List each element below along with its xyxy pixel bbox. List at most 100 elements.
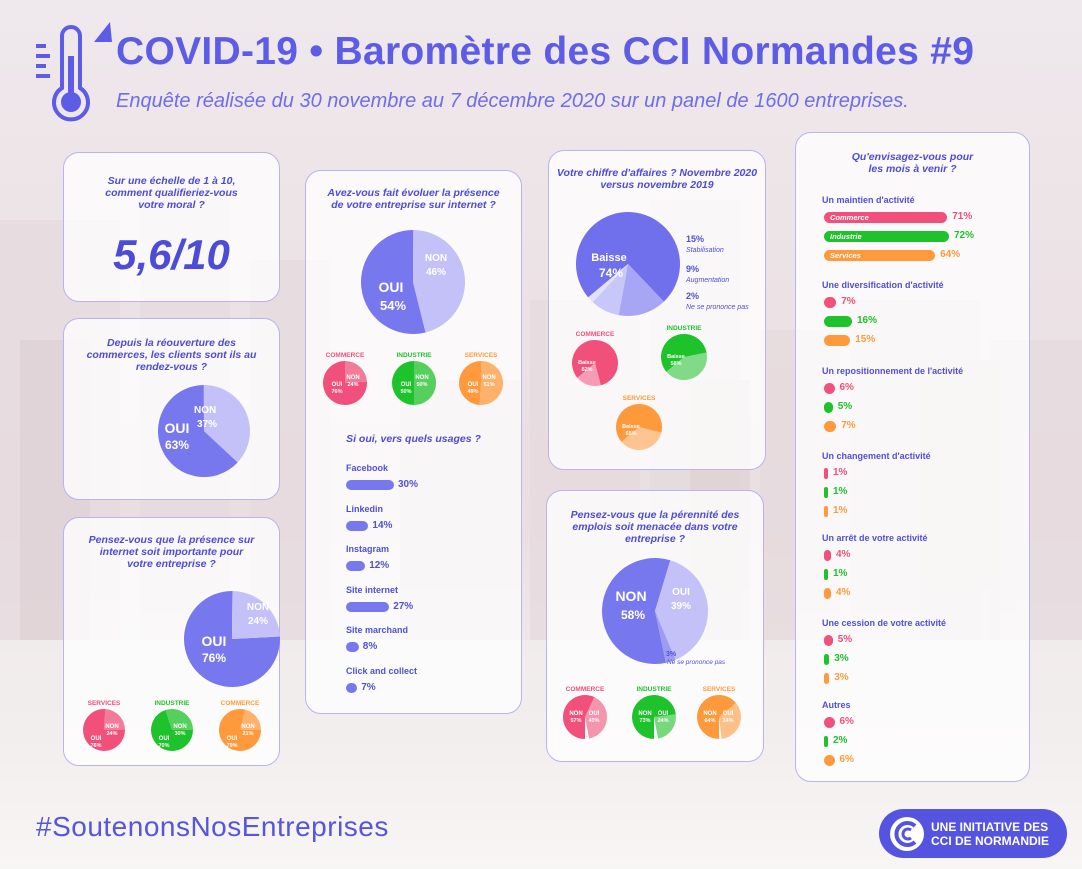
page-title: COVID-19 • Baromètre des CCI Normandes #… [116,30,975,73]
emplois-slice-ne-se-prononce-pas [655,611,676,663]
evolution-commerce-oui-value: 76% [331,389,342,395]
ca-slice-stabilisation [618,264,664,316]
projets-value-2-1: 5% [837,401,853,412]
projets-value-0-2: 64% [940,249,961,260]
usage-value-1: 14% [372,519,393,531]
importance-services-oui-value: 76% [90,743,101,749]
ca-industrie-baisse-label: Baisse [667,354,685,360]
evolution-industrie-oui-value: 50% [400,389,411,395]
emplois-industrie-slice-non [632,695,676,739]
importance-industrie-non-label: NON [173,724,186,730]
question-emplois: Pensez-vous que la pérennité des emplois… [570,509,740,545]
question-clients: Depuis la réouverture des commerces, les… [86,337,257,373]
importance-industrie-non-value: 30% [174,731,185,737]
projets-bar-1-0 [824,297,837,308]
emplois-value-non: 58% [621,608,645,622]
emplois-slice-oui [655,560,708,660]
importance-commerce-slice-non [240,709,261,730]
importance-services-non-value: 24% [106,731,117,737]
projets-sector-label-2: Services [830,251,861,260]
projets-value-0-1: 72% [954,230,975,241]
emplois-commerce-slice-oui [585,697,607,739]
clients-label-oui: OUI [165,420,190,436]
emplois-industrie-oui-value: 24% [657,718,668,724]
question-projets: Qu'envisagez-vous pour les mois à venir … [851,151,974,175]
importance-commerce-non-label: NON [241,724,254,730]
ca-slice-ne-se-prononce-pas [588,264,628,303]
evolution-commerce-oui-label: OUI [332,382,343,388]
ca-services-baisse-label: Baisse [622,424,640,430]
emplois-services-title: SERVICES [703,686,736,693]
cci-logo-icon [890,817,924,851]
evolution-slice-non [413,230,466,333]
usage-label-1: Linkedin [346,503,384,514]
ca-value-baisse: 74% [599,266,623,280]
projets-sector-label-1: Industrie [830,232,862,241]
ca-slice-baisse [576,212,680,302]
card-internet-importance: Pensez-vous que la présence sur internet… [63,517,280,766]
projets-bar-0-0: Commerce [824,212,948,223]
projets-value-4-2: 4% [836,587,851,598]
projets-value-1-1: 16% [857,315,878,326]
ca-value-1: 15% [686,234,704,244]
emplois-slice-non [602,558,671,664]
projets-bar-3-0 [824,468,828,479]
evolution-services-non-value: 51% [483,382,494,388]
clients-value-oui: 63% [165,438,189,452]
importance-services-slice-non [104,709,125,730]
projets-value-1-2: 15% [855,334,876,345]
projets-bar-2-2 [824,421,837,432]
projets-value-3-1: 1% [833,486,848,497]
importance-industrie-oui-label: OUI [159,736,170,742]
card-clients: Depuis la réouverture des commerces, les… [63,318,280,500]
projets-value-2-0: 6% [839,382,854,393]
emplois-label-oui: OUI [672,587,690,598]
usage-bar-2 [346,561,366,571]
emplois-industrie-oui-label: OUI [658,711,669,717]
projets-bar-3-1 [824,487,828,498]
importance-commerce-title: COMMERCE [221,700,260,707]
emplois-commerce-title: COMMERCE [566,686,605,693]
page-subtitle: Enquête réalisée du 30 novembre au 7 déc… [116,90,909,112]
clients-value-non: 37% [197,419,217,430]
projets-value-6-1: 2% [833,735,848,746]
usage-bar-5 [346,682,358,693]
evolution-industrie-non-value: 50% [416,382,427,388]
emplois-value-nsp: 3% [666,651,677,658]
evolution-value-non: 46% [426,267,446,278]
emplois-commerce-non-value: 57% [570,718,581,724]
evolution-slice-oui [361,230,426,334]
projets-bar-0-2: Services [824,250,936,261]
importance-services-oui-label: OUI [91,736,102,742]
evolution-value-oui: 54% [380,298,406,313]
card-chiffre-affaires: Votre chiffre d'affaires ? Novembre 2020… [548,150,766,470]
projets-group-title-4: Un arrêt de votre activité [822,533,928,543]
badge-line-1: UNE INITIATIVE DES [931,820,1049,834]
projets-value-3-2: 1% [833,505,848,516]
evolution-industrie-non-label: NON [415,375,428,381]
projets-value-6-0: 6% [839,716,854,727]
evolution-services-non-label: NON [482,375,495,381]
importance-industrie-slice-oui [151,710,193,751]
emplois-label-nsp: Ne se prononce pas [667,659,726,666]
projets-bar-6-2 [824,755,835,766]
importance-label-oui: OUI [202,633,227,649]
emplois-value-oui: 39% [671,601,691,612]
projets-bar-2-0 [824,383,835,394]
emplois-commerce-oui-value: 40% [588,718,599,724]
evolution-services-oui-value: 49% [467,389,478,395]
ca-slice-augmentation [592,264,628,316]
clients-slice-non [203,385,250,463]
evolution-industrie-slice-oui [392,361,414,405]
projets-bar-6-1 [824,736,828,747]
hashtag: #SoutenonsNosEntreprises [36,811,389,842]
emplois-industrie-slice-oui [654,714,676,739]
ca-industrie-slice-baisse [661,334,707,372]
ca-industrie-baisse-value: 58% [670,361,681,367]
importance-label-non: NON [247,602,269,613]
projets-bar-5-2 [824,673,830,684]
emplois-industrie-non-label: NON [638,711,651,717]
card-projets: Qu'envisagez-vous pour les mois à venir … [795,132,1030,782]
evolution-services-slice-oui [459,361,481,405]
